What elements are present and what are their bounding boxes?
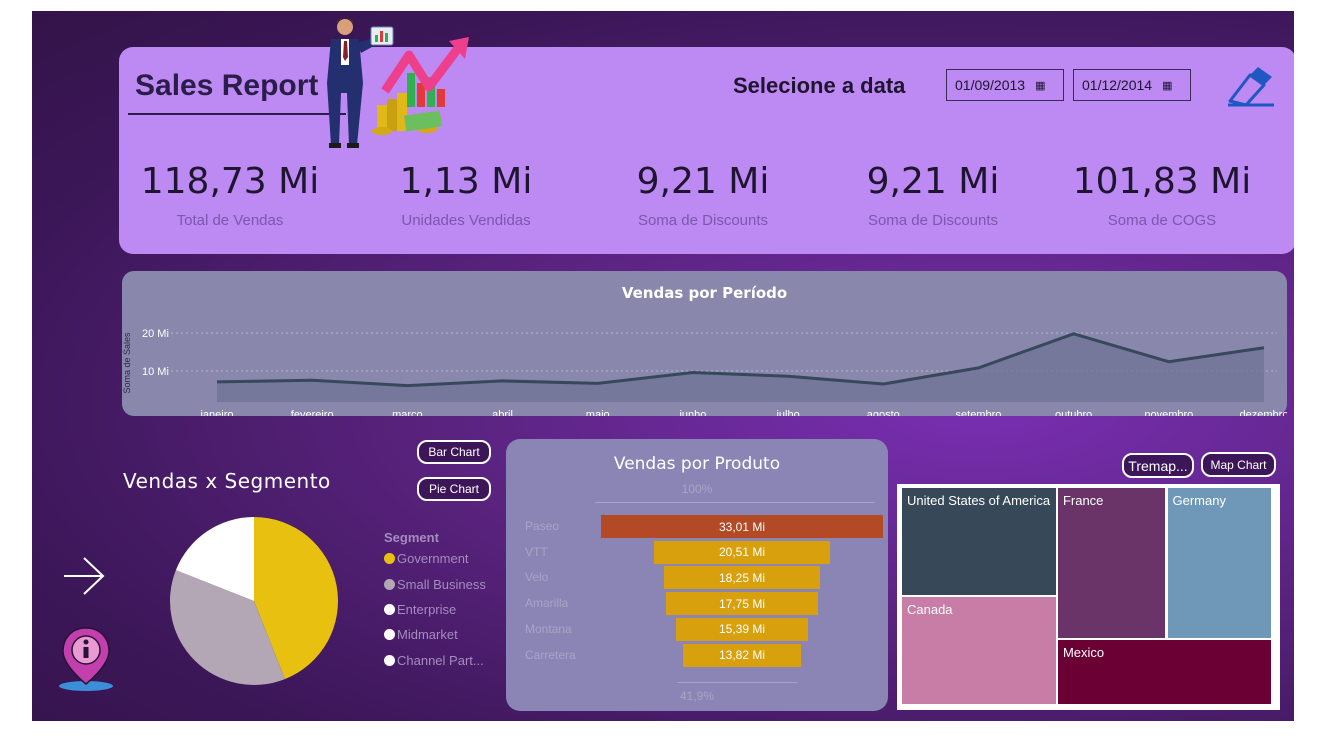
funnel-bottom-line (677, 682, 797, 683)
legend-dot (384, 604, 395, 615)
legend-label: Midmarket (397, 627, 458, 642)
x-tick-label: março (392, 409, 423, 416)
date-filter-label: Selecione a data (733, 73, 906, 98)
funnel-bar[interactable]: 18,25 Mi (664, 566, 820, 590)
kpi-cogs-value: 101,83 Mi (1072, 161, 1252, 202)
treemap-frame: United States of America Canada France Germ… (897, 484, 1280, 710)
legend-item-enterprise[interactable]: Enterprise (384, 602, 456, 617)
legend-dot (384, 655, 395, 666)
kpi-total-vendas-value: 118,73 Mi (140, 161, 320, 202)
funnel-bottom-percent: 41,9% (679, 689, 715, 703)
date-start-value: 01/09/2013 (955, 77, 1026, 93)
date-end-input[interactable]: 01/12/2014 ▦ (1073, 69, 1191, 101)
header-card (119, 47, 1294, 254)
x-tick-label: outubro (1055, 409, 1092, 416)
funnel-bar[interactable]: 17,75 Mi (666, 592, 818, 616)
date-start-input[interactable]: 01/09/2013 ▦ (946, 69, 1064, 101)
treemap-cell-mexico[interactable]: Mexico (1057, 639, 1271, 704)
funnel-top-percent: 100% (681, 482, 713, 496)
legend-dot (384, 629, 395, 640)
funnel-category-label: VTT (525, 544, 548, 559)
kpi-cogs-label: Soma de COGS (1107, 212, 1217, 229)
y-tick-label: 10 Mi (142, 366, 169, 378)
series-line (216, 332, 1265, 388)
treemap-cell-united-states-of-america[interactable]: United States of America (902, 488, 1056, 596)
legend-title: Segment (384, 530, 439, 545)
x-tick-label: junho (678, 409, 706, 416)
calendar-icon[interactable]: ▦ (1035, 79, 1046, 92)
kpi-unidades-label: Unidades Vendidas (401, 212, 531, 229)
legend-label: Channel Part... (397, 653, 484, 668)
product-chart-title: Vendas por Produto (613, 454, 781, 474)
legend-dot (384, 579, 395, 590)
pie-slice-enterprise (175, 517, 254, 601)
x-tick-label: fevereiro (291, 409, 334, 416)
treemap-cell-germany[interactable]: Germany (1167, 488, 1271, 638)
pie-chart-button[interactable]: Pie Chart (417, 477, 491, 501)
treemap-cell-canada[interactable]: Canada (902, 597, 1056, 704)
x-tick-label: janeiro (199, 409, 233, 416)
x-tick-label: dezembro (1240, 409, 1287, 416)
kpi-discounts-label: Soma de Discounts (637, 212, 769, 229)
pie-chart[interactable] (167, 514, 342, 689)
bar-chart-button[interactable]: Bar Chart (417, 440, 491, 464)
funnel-category-label: Velo (525, 570, 549, 585)
title-underline (128, 113, 346, 115)
line-chart[interactable]: Soma de Sales 20 Mi 10 Mi janeiro feverei… (122, 271, 1287, 416)
area-fill (217, 333, 1264, 402)
dashboard-canvas: Sales Report Selecione a data 01/09/2 (32, 11, 1294, 721)
funnel-bar[interactable]: 15,39 Mi (676, 617, 808, 641)
arrow-right-icon[interactable] (60, 555, 108, 597)
treemap-cell-france[interactable]: France (1057, 488, 1166, 638)
x-tick-label: maio (586, 409, 610, 416)
legend-item-small-business[interactable]: Small Business (384, 577, 486, 592)
funnel-category-label: Carretera (525, 647, 576, 662)
x-tick-label: novembro (1144, 409, 1193, 416)
treemap-button[interactable]: Tremap... (1122, 453, 1194, 478)
x-tick-label: abril (492, 409, 513, 416)
info-pin-icon[interactable] (57, 626, 115, 692)
legend-label: Small Business (397, 577, 486, 592)
eraser-icon[interactable] (1224, 65, 1276, 107)
funnel-bar[interactable]: 13,82 Mi (682, 643, 802, 667)
businessman-chart-illustration (327, 18, 469, 148)
kpi-discounts-2-label: Soma de Discounts (867, 212, 999, 229)
map-chart-button[interactable]: Map Chart (1201, 452, 1276, 477)
calendar-icon[interactable]: ▦ (1162, 79, 1173, 92)
funnel-category-label: Paseo (525, 519, 560, 533)
y-tick-label: 20 Mi (142, 328, 169, 340)
legend-item-channel-partners[interactable]: Channel Part... (384, 653, 484, 668)
x-tick-label: agosto (867, 409, 900, 416)
kpi-total-vendas-label: Total de Vendas (176, 212, 284, 229)
funnel-bar[interactable]: 33,01 Mi (601, 515, 883, 538)
kpi-discounts-value: 9,21 Mi (636, 161, 770, 202)
kpi-unidades-value: 1,13 Mi (399, 161, 533, 202)
x-tick-label: julho (775, 409, 799, 416)
pie-slice-small-business (170, 570, 285, 685)
page-title: Sales Report (135, 69, 319, 102)
legend-label: Enterprise (397, 602, 457, 617)
x-tick-label: setembro (956, 409, 1002, 416)
funnel-top-line (595, 502, 875, 503)
legend-item-government[interactable]: Government (384, 551, 469, 566)
segment-chart-title: Vendas x Segmento (123, 469, 331, 493)
line-chart-title: Vendas por Período (621, 284, 788, 302)
legend-label: Government (397, 551, 469, 566)
legend-item-midmarket[interactable]: Midmarket (384, 627, 458, 642)
pie-slice-government (254, 517, 339, 680)
funnel-category-label: Montana (525, 621, 572, 636)
funnel-bar[interactable]: 20,51 Mi (654, 540, 830, 564)
y-axis-title: Soma de Sales (122, 332, 132, 394)
legend-dot (384, 553, 395, 564)
kpi-discounts-2-value: 9,21 Mi (866, 161, 1000, 202)
date-end-value: 01/12/2014 (1082, 77, 1153, 93)
funnel-category-label: Amarilla (525, 596, 569, 611)
